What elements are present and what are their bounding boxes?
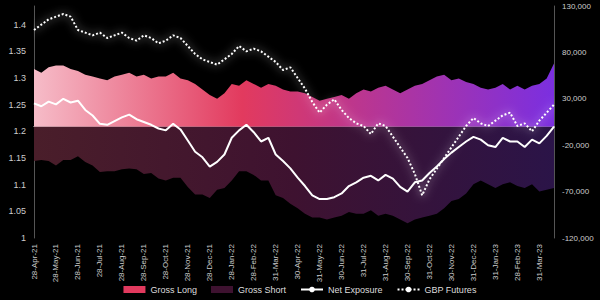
svg-text:28-Jan-22: 28-Jan-22 [227, 243, 236, 280]
svg-text:1.3: 1.3 [13, 73, 26, 83]
svg-text:-20,000: -20,000 [562, 141, 590, 150]
svg-text:80,000: 80,000 [562, 48, 587, 57]
svg-text:28-Dec-21: 28-Dec-21 [205, 243, 214, 281]
svg-text:30-Apr-22: 30-Apr-22 [293, 243, 302, 279]
svg-text:28-Oct-21: 28-Oct-21 [161, 243, 170, 279]
svg-text:1.05: 1.05 [8, 206, 26, 216]
svg-text:-70,000: -70,000 [562, 187, 590, 196]
svg-text:31-Dec-22: 31-Dec-22 [469, 243, 478, 281]
svg-text:1.1: 1.1 [13, 180, 26, 190]
svg-text:GBP Futures: GBP Futures [425, 285, 477, 295]
svg-text:30-Nov-22: 30-Nov-22 [447, 243, 456, 281]
svg-text:1.4: 1.4 [13, 20, 26, 30]
svg-text:28-Jul-21: 28-Jul-21 [95, 243, 104, 277]
svg-text:31-Oct-22: 31-Oct-22 [425, 243, 434, 279]
svg-text:1.2: 1.2 [13, 126, 26, 136]
svg-text:1: 1 [21, 233, 26, 243]
svg-text:28-Jun-21: 28-Jun-21 [73, 243, 82, 280]
svg-text:-120,000: -120,000 [562, 234, 594, 243]
svg-text:28-Apr-21: 28-Apr-21 [30, 243, 39, 279]
svg-text:31-Mar-22: 31-Mar-22 [271, 243, 280, 280]
svg-text:28-Sep-21: 28-Sep-21 [139, 243, 148, 281]
svg-text:28-Feb-23: 28-Feb-23 [513, 243, 522, 280]
svg-text:28-Feb-22: 28-Feb-22 [249, 243, 258, 280]
svg-text:1.25: 1.25 [8, 100, 26, 110]
svg-text:31-Jan-23: 31-Jan-23 [491, 243, 500, 280]
svg-text:Net Exposure: Net Exposure [328, 285, 383, 295]
svg-text:30,000: 30,000 [562, 94, 587, 103]
svg-text:Gross Long: Gross Long [150, 285, 197, 295]
svg-text:28-Aug-21: 28-Aug-21 [117, 243, 126, 281]
svg-text:1.35: 1.35 [8, 46, 26, 56]
svg-text:28-Nov-21: 28-Nov-21 [183, 243, 192, 281]
svg-text:31-Aug-22: 31-Aug-22 [381, 243, 390, 281]
svg-text:1.15: 1.15 [8, 153, 26, 163]
svg-text:30-Jun-22: 30-Jun-22 [337, 243, 346, 280]
svg-text:31-May-22: 31-May-22 [315, 243, 324, 282]
svg-text:31-Jul-22: 31-Jul-22 [359, 243, 368, 277]
svg-text:28-May-21: 28-May-21 [51, 243, 60, 282]
svg-text:130,000: 130,000 [562, 2, 591, 11]
svg-text:31-Mar-23: 31-Mar-23 [535, 243, 544, 280]
svg-text:30-Sep-22: 30-Sep-22 [403, 243, 412, 281]
svg-text:Gross Short: Gross Short [238, 285, 287, 295]
